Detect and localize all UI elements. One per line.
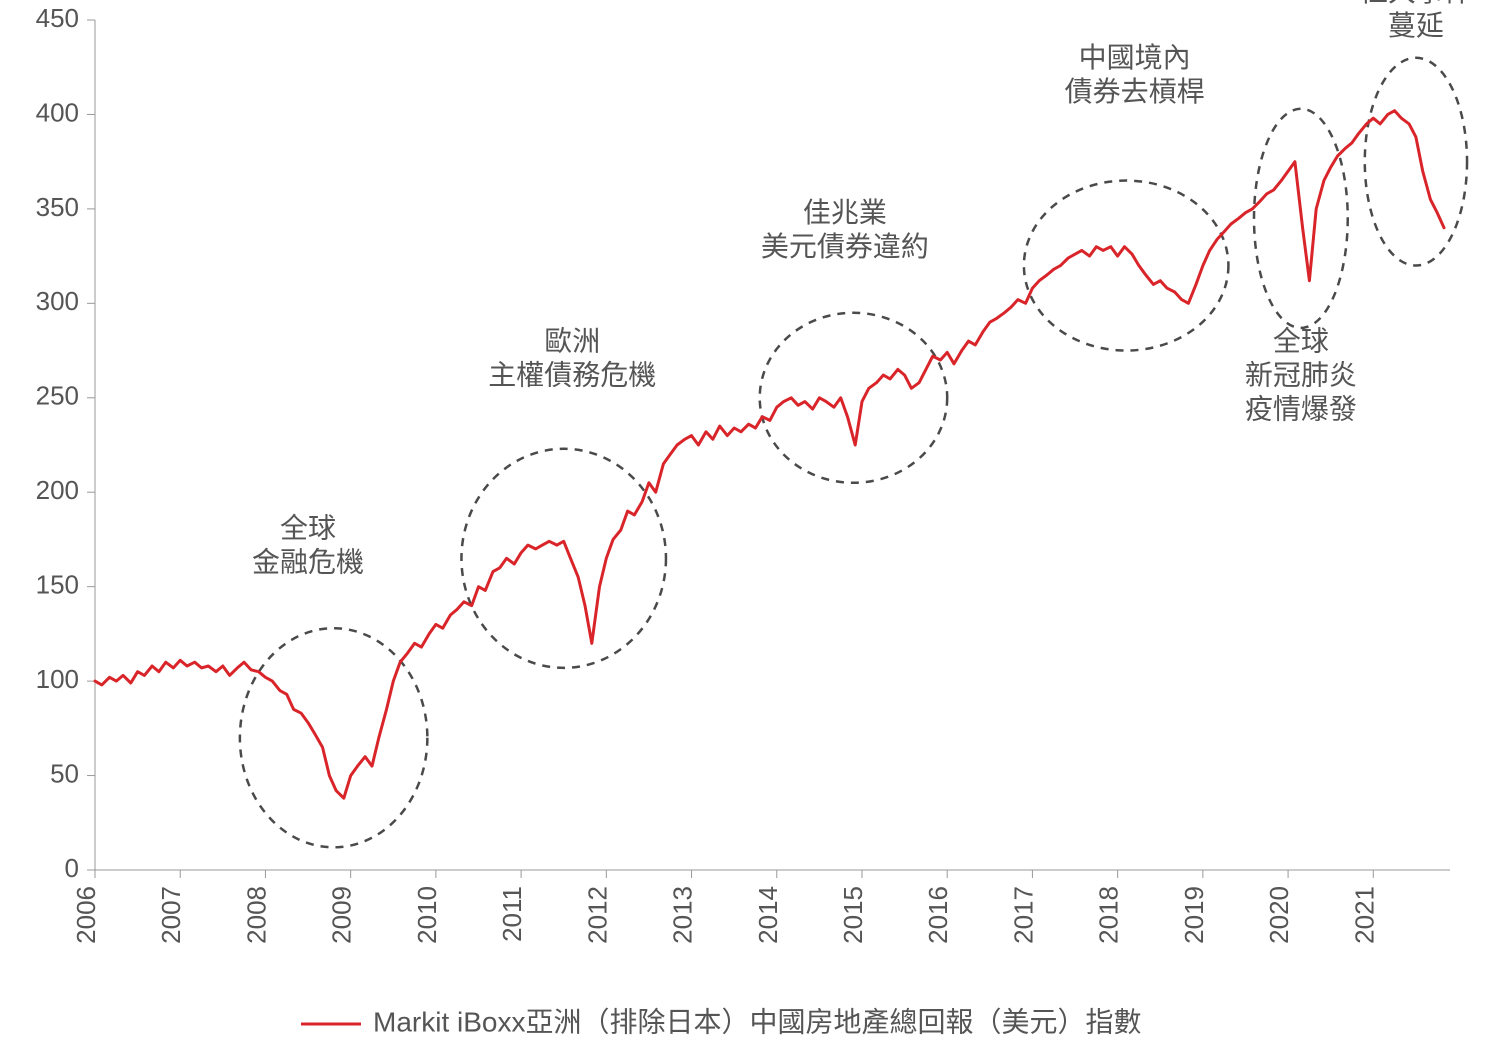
x-tick-label: 2016	[923, 886, 953, 944]
y-tick-label: 450	[36, 3, 79, 33]
x-tick-label: 2012	[582, 886, 612, 944]
x-tick-label: 2018	[1094, 886, 1124, 944]
x-tick-label: 2007	[156, 886, 186, 944]
x-tick-label: 2006	[71, 886, 101, 944]
annotation-text-eurozone: 歐洲	[544, 326, 600, 357]
annotation-text-kaisa: 美元債券違約	[761, 231, 929, 262]
x-tick-label: 2008	[241, 886, 271, 944]
x-tick-label: 2013	[668, 886, 698, 944]
y-tick-label: 350	[36, 192, 79, 222]
annotation-text-deleverage: 中國境內	[1079, 42, 1191, 73]
y-tick-label: 150	[36, 570, 79, 600]
line-chart: 0 50 100 150 200 250 300 350 400 450 2006 2007 2008 2…	[0, 0, 1494, 1056]
annotation-text-kaisa: 佳兆業	[803, 197, 887, 228]
annotation-text-covid: 新冠肺炎	[1245, 360, 1357, 391]
annotation-text-gfc: 全球	[280, 513, 336, 544]
y-tick-label: 100	[36, 664, 79, 694]
x-tick-label: 2017	[1008, 886, 1038, 944]
x-tick-label: 2015	[838, 886, 868, 944]
annotation-text-deleverage: 債券去槓桿	[1065, 76, 1205, 107]
x-tick-label: 2020	[1264, 886, 1294, 944]
x-tick-label: 2014	[753, 886, 783, 944]
y-tick-label: 0	[65, 853, 79, 883]
annotation-text-covid: 全球	[1273, 326, 1329, 357]
annotation-text-eurozone: 主權債務危機	[488, 360, 656, 391]
x-tick-label: 2009	[327, 886, 357, 944]
annotation-text-evergrande: 恒大事件	[1360, 0, 1472, 7]
annotation-text-evergrande: 蔓延	[1388, 10, 1444, 41]
x-tick-label: 2019	[1179, 886, 1209, 944]
chart-container: 0 50 100 150 200 250 300 350 400 450 2006 2007 2008 2…	[0, 0, 1494, 1056]
y-tick-label: 50	[50, 758, 79, 788]
legend-label: Markit iBoxx亞洲（排除日本）中國房地產總回報（美元）指數	[373, 1006, 1141, 1037]
y-tick-label: 300	[36, 286, 79, 316]
x-tick-label: 2011	[497, 886, 527, 942]
x-tick-label: 2010	[412, 886, 442, 944]
annotation-text-covid: 疫情爆發	[1245, 394, 1357, 425]
annotation-text-gfc: 金融危機	[252, 547, 364, 578]
y-tick-label: 250	[36, 381, 79, 411]
x-tick-label: 2021	[1349, 886, 1379, 944]
y-tick-label: 200	[36, 475, 79, 505]
y-tick-label: 400	[36, 97, 79, 127]
